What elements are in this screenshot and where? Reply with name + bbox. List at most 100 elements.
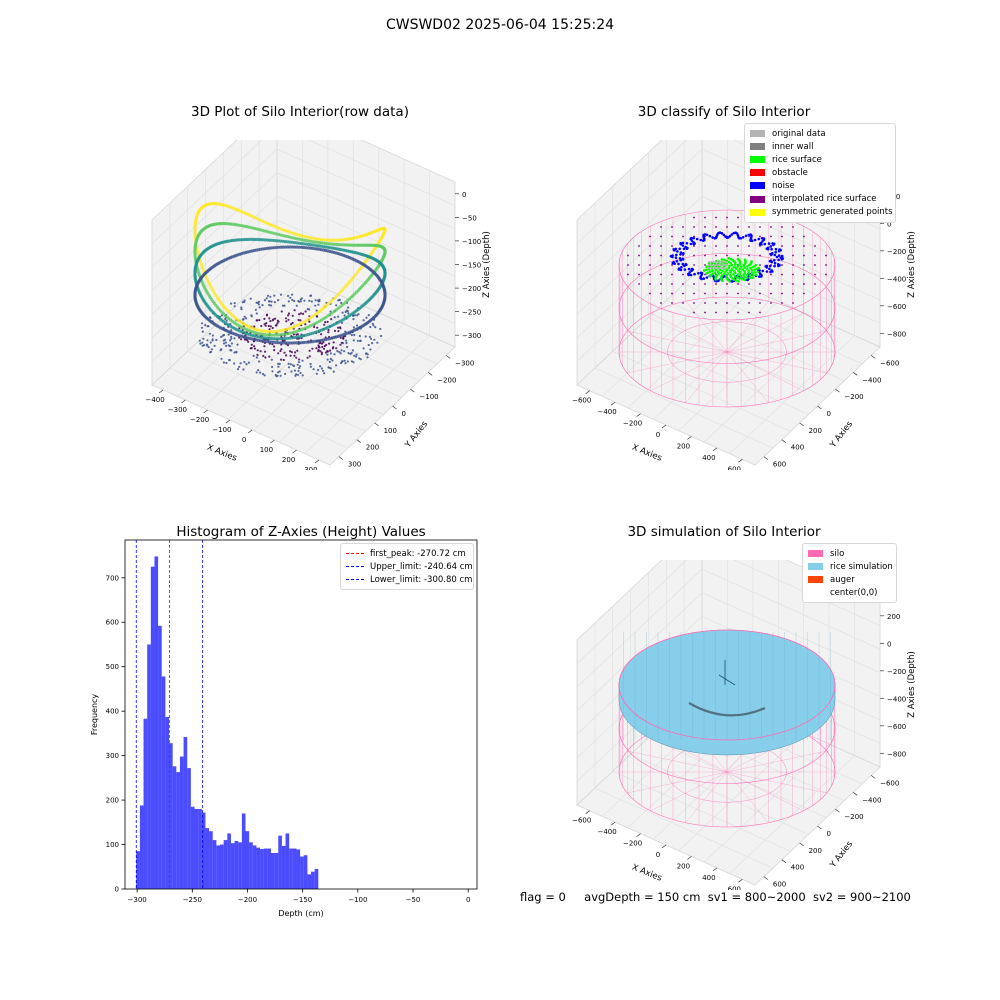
- data-point: [224, 317, 227, 321]
- interpolated-point: [737, 254, 739, 257]
- interpolated-point: [759, 283, 761, 285]
- data-point: [294, 374, 297, 377]
- z-axis-label: Z Axies (Depth): [907, 651, 917, 718]
- y-tick-label: −300: [455, 359, 474, 367]
- rice-point: [750, 260, 753, 263]
- data-point: [230, 302, 233, 305]
- interpolated-point: [638, 254, 640, 257]
- data-point: [322, 341, 325, 344]
- data-point: [309, 362, 312, 366]
- grid-line: [703, 323, 830, 443]
- interpolated-point: [814, 245, 816, 247]
- data-point: [250, 343, 253, 346]
- original-point: [710, 264, 712, 266]
- rice-point: [739, 274, 743, 278]
- legend-swatch: [750, 169, 765, 177]
- rice-point: [738, 267, 742, 271]
- interpolated-point: [770, 226, 772, 228]
- legend-entry: Lower_limit: -300.80 cm: [346, 573, 472, 586]
- data-point: [373, 338, 376, 341]
- data-point: [316, 315, 319, 318]
- data-point: [272, 329, 276, 334]
- data-point: [273, 349, 276, 352]
- interpolated-point: [759, 245, 761, 247]
- grid-line: [304, 335, 430, 454]
- histogram-bar: [260, 848, 264, 889]
- plot-frame: [124, 539, 478, 890]
- data-point: [314, 299, 317, 302]
- rice-point: [747, 271, 750, 275]
- y-tick-label: 300: [348, 461, 361, 469]
- data-point: [359, 358, 362, 361]
- legend-entry: rice simulation: [808, 560, 893, 573]
- rice-point: [743, 278, 747, 282]
- data-point: [376, 341, 379, 344]
- data-point: [346, 282, 350, 286]
- interpolated-point: [726, 292, 728, 295]
- y-tick-label: −600: [880, 779, 899, 787]
- noise-point: [763, 242, 767, 246]
- simulation-3d-plot: −600 −400 −200 0 200 400 600 −600 −400 −200 0 200 40…: [572, 560, 917, 890]
- grid-line: [701, 592, 881, 674]
- interpolated-point: [825, 273, 827, 276]
- data-point: [225, 319, 228, 322]
- z-axis-label: Z Axies (Depth): [907, 231, 917, 298]
- grid-line: [701, 568, 881, 650]
- simulation-plot-title: 3D simulation of Silo Interior: [627, 524, 821, 540]
- data-point: [371, 322, 374, 325]
- histogram-bar: [201, 812, 206, 889]
- noise-point: [695, 237, 699, 241]
- data-point: [285, 354, 288, 357]
- data-point: [270, 246, 274, 250]
- interpolated-point: [814, 254, 816, 257]
- interpolated-point: [671, 273, 673, 276]
- data-point: [269, 295, 272, 298]
- data-point: [241, 301, 244, 304]
- data-point: [277, 352, 280, 355]
- data-point: [224, 341, 227, 344]
- data-point: [309, 294, 313, 297]
- data-point: [263, 374, 266, 377]
- x-tick-label: 400: [702, 874, 715, 882]
- data-point: [233, 362, 236, 365]
- noise-point: [693, 272, 696, 276]
- data-point: [233, 302, 236, 305]
- x-tick: [225, 419, 231, 424]
- data-point: [341, 311, 344, 314]
- rice-point: [709, 274, 712, 278]
- data-point: [265, 336, 269, 340]
- data-point: [342, 336, 345, 340]
- data-point: [281, 245, 285, 249]
- y-tick-label: 200: [106, 797, 119, 805]
- data-point: [265, 313, 269, 316]
- data-point: [257, 369, 260, 372]
- z-tick-label: −800: [887, 330, 906, 338]
- data-point: [225, 344, 228, 347]
- data-point: [304, 340, 308, 344]
- grid-line: [701, 243, 881, 324]
- interpolated-point: [814, 264, 816, 266]
- y-tick-label: 400: [791, 864, 804, 872]
- histogram-bar: [194, 808, 199, 889]
- data-point: [276, 322, 279, 325]
- rice-point: [737, 273, 740, 277]
- z-tick-label: −800: [887, 750, 906, 758]
- interpolated-point: [792, 235, 794, 238]
- histogram-bar: [139, 805, 144, 889]
- silo-spoke: [726, 351, 804, 392]
- noise-point: [780, 258, 784, 261]
- data-point: [367, 343, 370, 347]
- x-tick-label: 100: [260, 446, 273, 454]
- interpolated-point: [770, 292, 772, 295]
- rice-point: [723, 272, 726, 275]
- data-point: [345, 309, 348, 312]
- interpolated-point: [660, 292, 662, 295]
- data-point: [252, 354, 255, 357]
- x-tick: [610, 401, 616, 406]
- data-point: [297, 318, 300, 322]
- data-point: [277, 362, 280, 365]
- data-point: [321, 345, 324, 349]
- noise-point: [692, 236, 695, 240]
- legend-swatch: [346, 579, 364, 581]
- data-point: [273, 301, 276, 304]
